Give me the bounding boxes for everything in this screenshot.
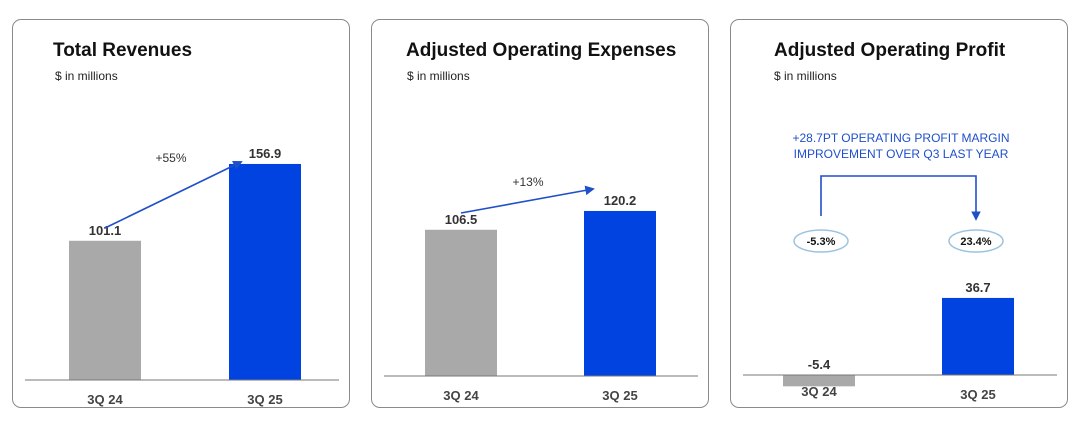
- bar-3q25: [584, 210, 656, 376]
- growth-arrow: [460, 185, 595, 214]
- bar-3q25: [942, 297, 1014, 375]
- chart-subtitle: $ in millions: [407, 69, 470, 83]
- total-revenues-chart: 101.1 3Q 24 156.9 3Q 25 +55%: [25, 146, 339, 407]
- margin-annotation: +28.7PT OPERATING PROFIT MARGIN: [792, 131, 1009, 145]
- adjusted-operating-expenses-chart: 106.5 3Q 24 120.2 3Q 25 +13%: [384, 175, 698, 403]
- margin-label: -5.3%: [807, 236, 836, 248]
- adjusted-operating-expenses-panel: Adjusted Operating Expenses $ in million…: [371, 19, 709, 408]
- margin-bracket-arrow: [820, 175, 981, 221]
- data-label: 106.5: [445, 212, 478, 227]
- bar-3q24: [425, 229, 497, 376]
- margin-badge: [793, 229, 849, 253]
- growth-annotation: +55%: [155, 151, 186, 165]
- data-label: 156.9: [249, 146, 282, 161]
- chart-subtitle: $ in millions: [55, 69, 118, 83]
- adjusted-operating-profit-chart: -5.4 3Q 24 36.7 3Q 25 +28.7PT OPERATING PROF…: [743, 131, 1057, 402]
- growth-arrow: [104, 161, 243, 229]
- x-tick-label: 3Q 24: [801, 384, 837, 399]
- chart-title: Adjusted Operating Profit: [774, 40, 1006, 61]
- growth-annotation: +13%: [512, 175, 543, 189]
- x-tick-label: 3Q 25: [602, 388, 637, 403]
- x-tick-label: 3Q 25: [960, 387, 995, 402]
- chart-title: Adjusted Operating Expenses: [406, 40, 677, 61]
- bar-3q24: [783, 375, 855, 387]
- margin-annotation: IMPROVEMENT OVER Q3 LAST YEAR: [794, 147, 1009, 161]
- chart-subtitle: $ in millions: [774, 69, 837, 83]
- margin-label: 23.4%: [960, 236, 991, 248]
- chart-title: Total Revenues: [53, 40, 193, 61]
- margin-badge: [948, 229, 1004, 253]
- data-label: 120.2: [604, 193, 637, 208]
- data-label: 36.7: [965, 280, 990, 295]
- x-tick-label: 3Q 24: [87, 392, 123, 407]
- data-label: 101.1: [89, 223, 122, 238]
- data-label: -5.4: [808, 357, 831, 372]
- adjusted-operating-profit-panel: Adjusted Operating Profit $ in millions …: [730, 19, 1068, 408]
- bar-3q25: [229, 163, 301, 380]
- x-tick-label: 3Q 24: [443, 388, 479, 403]
- x-tick-label: 3Q 25: [247, 392, 282, 407]
- bar-3q24: [69, 240, 141, 380]
- total-revenues-panel: Total Revenues $ in millions 101.1 3Q 24 1…: [12, 19, 350, 408]
